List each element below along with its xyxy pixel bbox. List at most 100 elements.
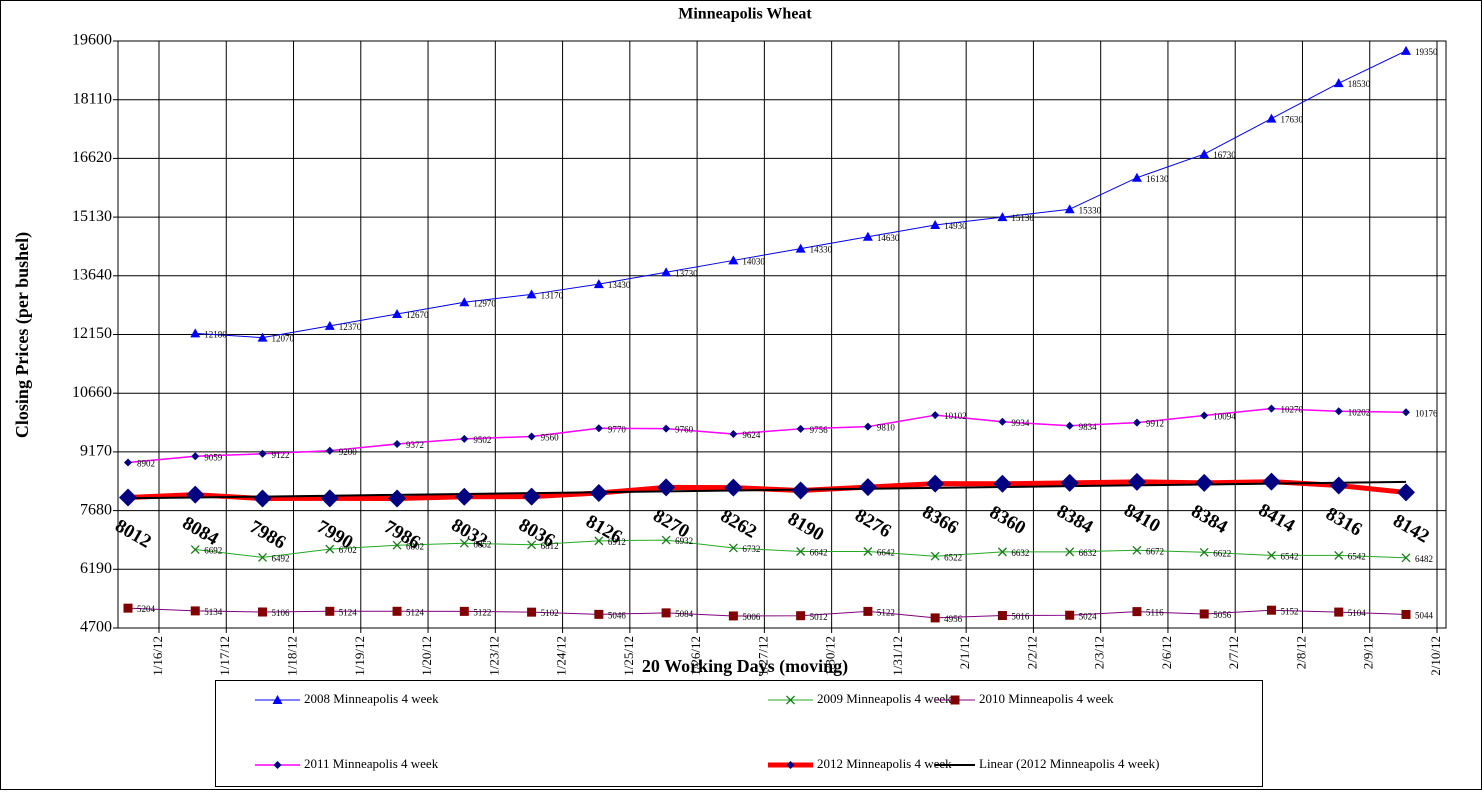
data-label: 5204 [137,604,156,614]
x-tick-label: 1/24/12 [554,636,569,676]
data-label: 5046 [608,610,627,620]
marker [997,611,1007,621]
marker [1334,407,1343,416]
x-tick-label: 1/16/12 [150,636,165,676]
x-tick-label: 1/26/12 [688,636,703,676]
marker [589,484,608,503]
marker [1266,113,1277,123]
marker [1065,547,1075,557]
marker [1199,547,1209,557]
marker [258,552,267,562]
marker [1402,408,1410,417]
marker [862,231,873,241]
marker [455,487,474,506]
marker [257,332,268,342]
data-label: 12670 [406,310,429,320]
y-tick-label: 4700 [80,619,112,636]
data-label: 10270 [1280,405,1303,415]
data-label: 5012 [810,612,828,622]
data-label: 5122 [473,607,491,617]
marker [594,609,604,619]
marker [527,607,537,617]
marker [724,478,743,497]
marker [1132,545,1142,555]
series-line [127,607,1407,619]
data-label: 12370 [339,322,362,332]
marker [657,478,676,497]
data-label: 6482 [1415,554,1433,564]
x-tick-label: 1/25/12 [621,636,636,676]
marker [594,536,604,546]
data-label: 9912 [1146,419,1164,429]
marker [526,289,537,299]
data-label: 5134 [204,607,223,617]
x-tick-label: 1/31/12 [890,636,905,676]
marker [392,606,402,616]
data-label: 10176 [1415,408,1438,418]
marker [863,547,873,556]
marker [258,449,267,458]
x-tick-label: 2/2/12 [1024,636,1039,669]
marker [119,488,137,507]
marker [930,551,940,561]
marker [1065,421,1074,430]
marker [522,487,541,506]
y-tick-label: 10660 [72,384,112,401]
marker [1131,172,1142,182]
legend-label: 2010 Minneapolis 4 week [979,691,1114,706]
data-label: 6642 [810,548,828,558]
marker [325,446,334,455]
data-label: 5056 [1213,610,1232,620]
data-label: 5116 [1146,608,1164,618]
data-label: 6632 [1011,548,1029,558]
marker [796,611,806,621]
x-tick-label: 2/9/12 [1361,636,1376,669]
data-label: 9200 [339,447,358,457]
marker [1199,609,1209,619]
data-label: 9770 [608,424,627,434]
x-tick-label: 2/1/12 [957,636,972,669]
marker [325,544,335,554]
marker [931,411,940,420]
x-tick-label: 1/18/12 [285,636,300,676]
marker [661,267,672,277]
marker [1065,610,1075,620]
data-label: 6702 [339,545,357,555]
x-tick-label: 1/23/12 [486,636,501,676]
data-label: 6932 [675,536,693,546]
marker [191,452,200,461]
x-tick-label: 1/30/12 [823,636,838,676]
marker [253,489,272,508]
data-label: 9502 [473,435,491,445]
marker [930,613,940,623]
marker [796,547,806,556]
data-label: 6622 [1213,548,1231,558]
marker [795,243,806,253]
marker [1132,418,1141,427]
data-label: 6912 [608,537,626,547]
marker [661,535,671,545]
marker [1127,472,1146,491]
data-label: 5124 [339,607,358,617]
marker [392,540,402,550]
marker [1401,45,1411,55]
marker [1334,550,1344,560]
data-label: 18530 [1348,79,1371,89]
marker [728,611,738,621]
data-label: 6692 [204,546,222,556]
data-label: 9834 [1079,422,1098,432]
data-label: 13430 [608,280,631,290]
marker [997,212,1008,222]
marker [1329,476,1348,495]
x-tick-label: 2/6/12 [1159,636,1174,669]
marker [997,547,1007,557]
data-label: 5152 [1280,606,1298,616]
x-tick-label: 2/10/12 [1428,636,1443,676]
data-label: 15330 [1079,205,1102,215]
marker [324,320,335,330]
y-tick-label: 15130 [72,208,112,225]
marker [993,474,1012,493]
marker [786,761,795,769]
data-label: 14630 [877,233,900,243]
